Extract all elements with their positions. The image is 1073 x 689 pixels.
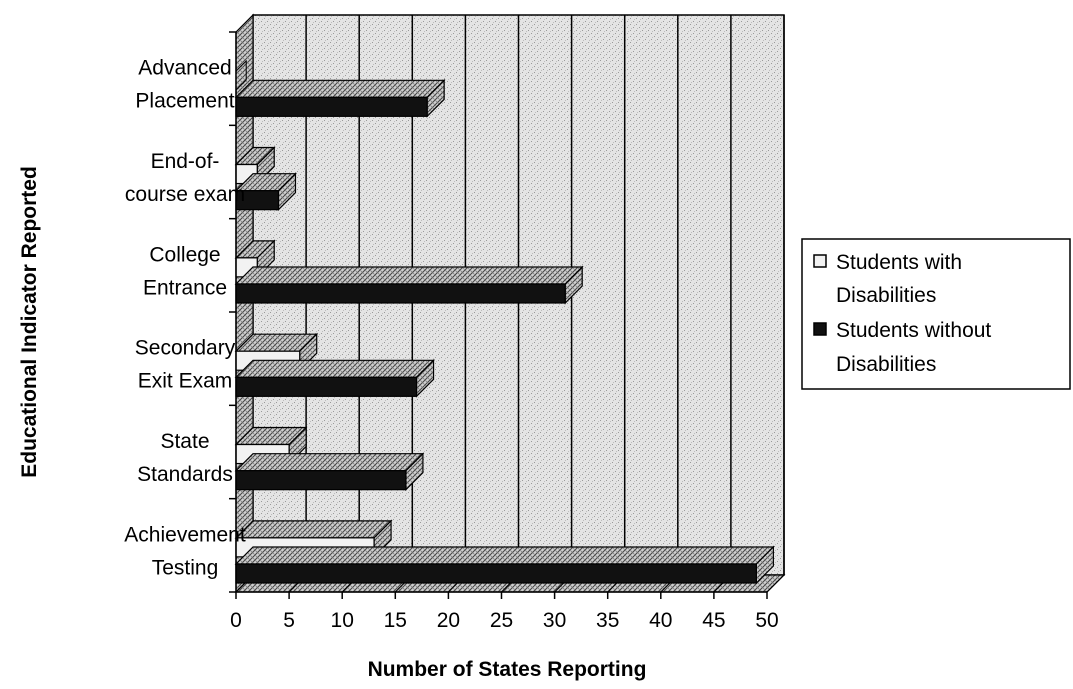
- legend-label-with: Disabilities: [836, 284, 936, 307]
- bar-without-disabilities: [234, 545, 775, 585]
- bar-without-disabilities: [234, 358, 435, 398]
- bar-front: [235, 470, 407, 491]
- x-tick-label: 0: [230, 609, 242, 632]
- y-axis-title: Educational Indicator Reported: [18, 166, 41, 478]
- category-label: Achievement Testing: [124, 523, 246, 579]
- bars: [234, 59, 775, 585]
- bar-without-disabilities: [234, 78, 446, 118]
- bar-top: [234, 520, 393, 539]
- x-tick-label: 25: [490, 609, 513, 632]
- bar-top: [234, 453, 425, 472]
- x-tick-label: 5: [283, 609, 295, 632]
- bar-front: [235, 283, 566, 304]
- bar-front: [235, 376, 418, 397]
- x-tick-label: 45: [702, 609, 725, 632]
- bar-front: [235, 96, 428, 117]
- bar-without-disabilities: [234, 172, 297, 212]
- bar-top: [234, 266, 584, 285]
- x-tick-label: 15: [384, 609, 407, 632]
- category-label: State Standards: [137, 430, 233, 486]
- x-tick-label: 35: [596, 609, 619, 632]
- category-label: Advanced Placement: [135, 57, 234, 113]
- x-tick-label: 40: [649, 609, 672, 632]
- category-label: College Entrance: [143, 243, 227, 299]
- legend-swatch-with: [813, 254, 827, 268]
- legend-label-without: Students without: [836, 319, 991, 342]
- bar-front: [235, 563, 757, 584]
- category-label: End-of-course exam: [125, 150, 245, 206]
- legend-label-with: Students with: [836, 251, 962, 274]
- category-label: Secondary Exit Exam: [135, 337, 236, 393]
- x-tick-label: 50: [755, 609, 778, 632]
- x-axis-title: Number of States Reporting: [368, 658, 647, 681]
- x-tick-label: 30: [543, 609, 566, 632]
- bar-without-disabilities: [234, 452, 425, 492]
- legend-swatch-without: [813, 322, 827, 336]
- x-tick-label: 10: [331, 609, 354, 632]
- x-tick-label: 20: [437, 609, 460, 632]
- floor-gridline: [766, 574, 785, 593]
- legend: Students with Disabilities Students with…: [801, 238, 1071, 390]
- bar-top: [234, 546, 775, 565]
- bar-top: [234, 359, 435, 378]
- bar-top: [234, 79, 446, 98]
- legend-box: [801, 238, 1071, 390]
- axes: Advanced Placement End-of-course exam Colle…: [18, 31, 779, 632]
- bar-without-disabilities: [234, 265, 584, 305]
- legend-label-without: Disabilities: [836, 353, 936, 376]
